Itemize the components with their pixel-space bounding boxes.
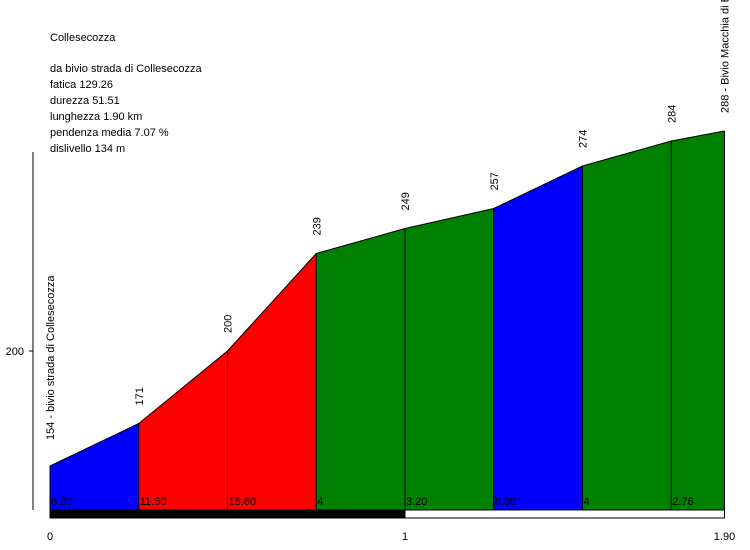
profile-segment-2: [138, 351, 228, 510]
fatica-value: fatica 129.26: [50, 79, 113, 91]
elevation-label-5: 249: [400, 192, 412, 210]
elevation-label-3: 200: [223, 315, 235, 333]
elevation-label-1: 154 - bivio strada di Collesecozza: [45, 275, 57, 440]
elevation-label-2: 171: [134, 387, 146, 405]
profile-line: [49, 130, 725, 467]
elevation-label-7: 274: [578, 130, 590, 148]
start-point: da bivio strada di Collesecozza: [50, 63, 202, 75]
lunghezza-value: lunghezza 1.90 km: [50, 111, 143, 123]
profile-info: Collesecozza da bivio strada di Collesec…: [50, 30, 202, 157]
gradient-label-6: 6.80: [495, 496, 516, 508]
gradient-label-7: 4: [584, 496, 590, 508]
profile-segment-6: [493, 166, 583, 510]
x-tick-label-3: 1.90: [714, 531, 735, 543]
climb-title: Collesecozza: [50, 32, 116, 44]
elevation-label-9: 288 - Bivio Macchia di Bu: [720, 0, 732, 113]
elevation-label-8: 284: [666, 105, 678, 123]
gradient-label-8: 2.76: [672, 496, 693, 508]
profile-segment-8: [671, 131, 725, 510]
profile-segment-5: [405, 208, 494, 510]
profile-segment-4: [316, 228, 405, 510]
gradient-label-2: 11.60: [140, 496, 167, 508]
x-tick-label-2: 1: [402, 531, 408, 543]
profile-segment-1: [50, 423, 139, 510]
y-tick-label-1: 200: [6, 346, 24, 358]
gradient-label-4: 4: [317, 496, 323, 508]
gradient-label-1: 6.80: [51, 496, 72, 508]
x-tick-label-1: 0: [47, 531, 53, 543]
elevation-label-4: 239: [311, 217, 323, 235]
dislivello-value: dislivello 134 m: [50, 143, 126, 155]
km-bar-2: [404, 509, 725, 519]
profile-segment-3: [227, 253, 317, 510]
durezza-value: durezza 51.51: [50, 95, 120, 107]
pendenza-value: pendenza media 7.07 %: [50, 127, 169, 139]
gradient-label-5: 3.20: [406, 496, 427, 508]
gradient-label-3: 15.60: [229, 496, 257, 508]
profile-segment-7: [582, 141, 672, 510]
elevation-label-6: 257: [489, 172, 501, 190]
km-bar-1: [49, 509, 406, 519]
